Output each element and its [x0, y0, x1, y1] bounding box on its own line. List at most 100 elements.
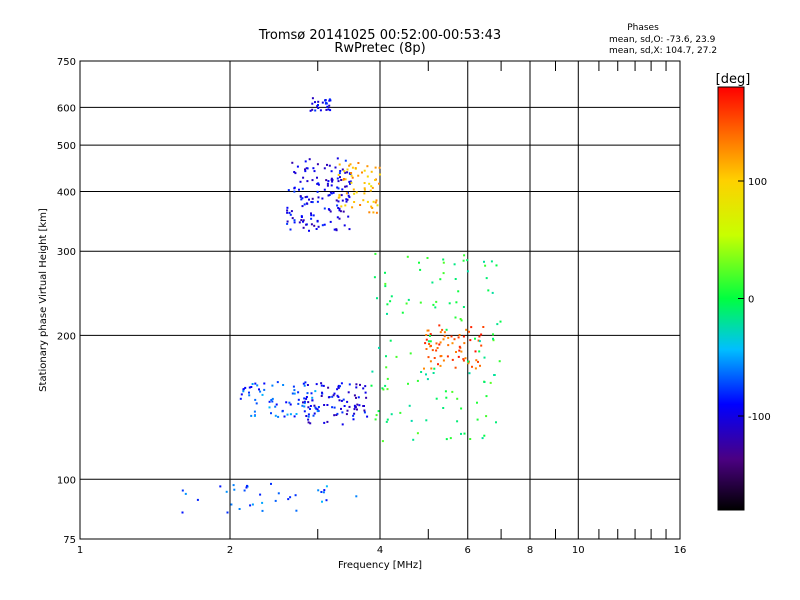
data-point: [303, 405, 306, 408]
x-tick-label: 8: [527, 545, 533, 556]
data-point: [293, 221, 296, 224]
data-point: [463, 432, 466, 435]
data-point: [253, 414, 256, 417]
data-point: [456, 397, 459, 400]
data-point: [343, 178, 345, 180]
data-point: [323, 223, 326, 226]
data-point: [351, 166, 354, 169]
data-point: [429, 334, 431, 337]
data-point: [244, 386, 247, 389]
data-point: [409, 352, 412, 355]
data-point: [306, 392, 309, 395]
data-point: [435, 300, 438, 303]
data-point: [311, 108, 314, 111]
data-point: [329, 220, 332, 223]
data-point: [377, 410, 380, 413]
data-point: [346, 400, 349, 403]
x-tick-label: 16: [674, 545, 687, 556]
data-point: [238, 508, 241, 510]
data-point: [302, 220, 304, 223]
data-point: [374, 166, 377, 169]
data-point: [300, 219, 303, 222]
data-point: [310, 392, 313, 395]
data-point: [439, 278, 442, 281]
data-point: [385, 366, 388, 369]
data-point: [457, 290, 460, 293]
data-point: [462, 306, 465, 308]
data-point: [345, 200, 348, 203]
data-point: [347, 215, 350, 218]
data-point: [339, 385, 341, 388]
data-point: [319, 109, 322, 112]
data-point: [316, 163, 319, 166]
data-point: [483, 356, 486, 359]
data-point: [419, 301, 422, 304]
data-point: [314, 390, 317, 393]
data-point: [340, 179, 343, 181]
data-point: [433, 367, 436, 370]
data-point: [468, 372, 471, 375]
data-point: [254, 382, 257, 385]
data-point: [230, 503, 233, 506]
data-point: [370, 185, 373, 188]
data-point: [469, 438, 472, 440]
data-point: [385, 355, 387, 358]
data-point: [302, 382, 305, 385]
data-point: [489, 381, 492, 384]
data-point: [336, 186, 339, 189]
data-point: [348, 405, 351, 408]
data-point: [386, 377, 389, 380]
data-point: [245, 486, 248, 489]
data-point: [420, 371, 423, 373]
data-point: [352, 418, 355, 421]
data-point: [327, 108, 330, 111]
data-point: [429, 340, 432, 343]
data-point: [327, 180, 330, 183]
data-point: [405, 302, 408, 305]
data-point: [270, 412, 272, 415]
data-point: [271, 397, 274, 400]
data-point: [314, 101, 316, 104]
data-point: [442, 359, 445, 362]
data-point: [321, 392, 324, 395]
data-point: [358, 404, 361, 407]
data-point: [304, 168, 306, 171]
data-point: [302, 226, 305, 229]
data-point: [395, 355, 398, 358]
x-tick-label: 1: [77, 545, 83, 556]
data-point: [293, 392, 296, 395]
data-point: [442, 261, 445, 264]
data-point: [323, 489, 326, 492]
data-point: [232, 484, 235, 487]
data-point: [342, 210, 345, 213]
data-point: [445, 438, 448, 441]
data-point: [425, 348, 428, 350]
x-axis-label: Frequency [MHz]: [338, 560, 422, 571]
data-point: [289, 496, 292, 499]
data-point: [483, 434, 486, 437]
data-point: [338, 172, 341, 175]
data-point: [467, 360, 470, 363]
data-point: [341, 411, 344, 414]
data-point: [328, 104, 331, 107]
data-point: [336, 412, 339, 415]
data-point: [341, 423, 344, 426]
data-point: [225, 490, 228, 493]
data-point: [460, 407, 463, 410]
data-point: [316, 182, 319, 185]
data-point: [390, 413, 393, 416]
data-point: [316, 176, 318, 179]
data-point: [378, 173, 381, 176]
data-point: [375, 211, 378, 214]
data-point: [258, 388, 260, 391]
data-point: [332, 191, 335, 194]
data-point: [276, 381, 279, 384]
data-point: [330, 178, 333, 181]
data-point: [366, 175, 369, 178]
data-point: [337, 207, 340, 209]
data-point: [350, 174, 353, 177]
data-point: [305, 202, 308, 205]
data-point: [335, 199, 338, 202]
data-point: [427, 329, 430, 332]
